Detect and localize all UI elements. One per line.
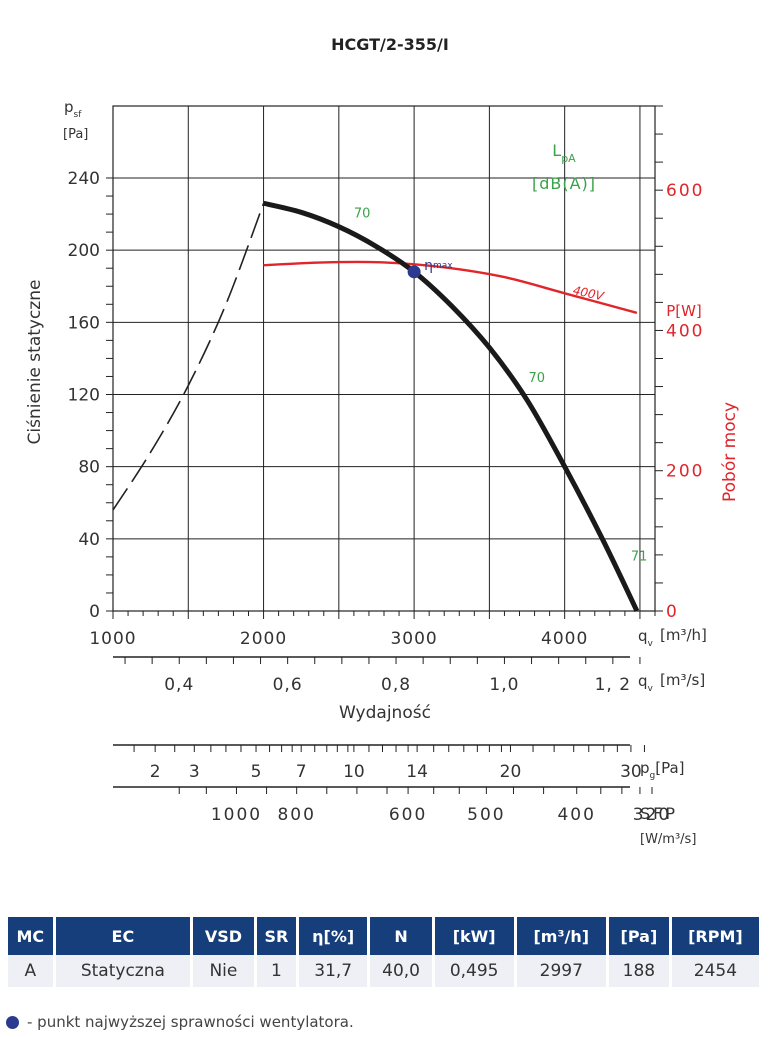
table-cell: 40,0 bbox=[368, 955, 435, 987]
x-tick-label: 2000 bbox=[240, 629, 287, 649]
x2-tick-label: 0,4 bbox=[164, 675, 194, 695]
x2-tick-label: 0,8 bbox=[381, 675, 411, 695]
x-axis-symbol: qv bbox=[638, 627, 654, 649]
y2-tick-label: 0 bbox=[666, 602, 679, 622]
y-tick-label: 200 bbox=[68, 241, 100, 261]
table-header-cell: EC bbox=[54, 917, 194, 955]
eta-max-point bbox=[407, 265, 421, 279]
pg-tick-label: 30 bbox=[620, 762, 642, 782]
table-header-cell: VSD bbox=[191, 917, 257, 955]
table-cell: 31,7 bbox=[297, 955, 371, 987]
sfp-tick-label: 1000 bbox=[211, 805, 262, 825]
grid bbox=[112, 105, 656, 612]
table-header-cell: [RPM] bbox=[670, 917, 759, 955]
pressure-curve-line bbox=[262, 200, 640, 613]
table-header-cell: N bbox=[368, 917, 435, 955]
pg-tick-label: 2 bbox=[150, 762, 161, 782]
system-curve-line bbox=[112, 203, 265, 511]
table-cell: 0,495 bbox=[433, 955, 517, 987]
table-header-cell: SR bbox=[255, 917, 300, 955]
pg-tick-label: 5 bbox=[251, 762, 262, 782]
power-curve-label: 400V bbox=[572, 283, 606, 303]
y2-axis-label: Pobór mocy bbox=[720, 402, 740, 502]
noise-label: 71 bbox=[631, 549, 648, 564]
noise-label: 70 bbox=[529, 371, 546, 386]
legend: - punkt najwyższej sprawności wentylator… bbox=[6, 1013, 354, 1031]
sfp-scale: 1000 800 600 500 400 320 bbox=[178, 787, 671, 825]
eta-max-dot-icon bbox=[6, 1015, 19, 1029]
x-tick-label: 1000 bbox=[89, 629, 136, 649]
y2-tick-label: 600 bbox=[666, 181, 704, 201]
y-tick-label: 240 bbox=[68, 169, 100, 189]
table-header-cell: [m³/h] bbox=[515, 917, 610, 955]
spec-table: MC EC VSD SR η[%] N [kW] [m³/h] [Pa] [RPM] A Staty… bbox=[8, 917, 759, 987]
lpa-unit: [dB(A)] bbox=[532, 174, 596, 193]
legend-text: - punkt najwyższej sprawności wentylator… bbox=[27, 1013, 354, 1031]
table-cell: 2997 bbox=[515, 955, 610, 987]
y-tick-label: 0 bbox=[89, 602, 100, 622]
x-tick-label: 4000 bbox=[541, 629, 588, 649]
pg-tick-label: 14 bbox=[406, 762, 428, 782]
table-cell: 188 bbox=[607, 955, 672, 987]
y-axis-label: Ciśnienie statyczne bbox=[25, 280, 45, 445]
x-axis-unit: [m³/h] bbox=[660, 626, 707, 644]
y-tick-label: 120 bbox=[68, 386, 100, 406]
sfp-tick-label: 800 bbox=[277, 805, 315, 825]
sfp-tick-label: 500 bbox=[467, 805, 505, 825]
x2-tick-label: 1,0 bbox=[489, 675, 519, 695]
power-curve-line bbox=[263, 260, 638, 315]
chart-title: HCGT/2-355/I bbox=[331, 35, 449, 54]
pg-tick-label: 3 bbox=[189, 762, 200, 782]
sfp-tick-label: 400 bbox=[557, 805, 595, 825]
x2-tick-label: 1, 2 bbox=[595, 675, 631, 695]
sfp-scale-unit: [W/m³/s] bbox=[640, 832, 696, 847]
table-header-cell: [Pa] bbox=[607, 917, 672, 955]
pg-scale: 2 3 5 7 10 14 20 30 bbox=[113, 744, 645, 788]
y2-axis-ticks: 0 200 400 600 bbox=[655, 105, 704, 622]
table-cell: 1 bbox=[255, 955, 300, 987]
sfp-tick-label: 320 bbox=[633, 805, 671, 825]
x2-axis: 0,4 0,6 0,8 1,0 1, 2 bbox=[113, 656, 641, 695]
table-header-cell: [kW] bbox=[433, 917, 517, 955]
table-header-cell: η[%] bbox=[297, 917, 371, 955]
y-axis-unit: [Pa] bbox=[63, 127, 88, 142]
x-axis-label: Wydajność bbox=[339, 703, 431, 723]
lpa-label: LpA bbox=[552, 141, 576, 165]
sfp-tick-label: 600 bbox=[389, 805, 427, 825]
y2-tick-label: 400 bbox=[666, 321, 704, 341]
y-tick-label: 40 bbox=[78, 530, 100, 550]
eta-max-label: ηmax bbox=[424, 258, 453, 274]
table-cell: 2454 bbox=[670, 955, 759, 987]
table-cell: Nie bbox=[191, 955, 257, 987]
spec-table-row: A Statyczna Nie 1 31,7 40,0 0,495 2997 188 2454 bbox=[8, 955, 759, 987]
noise-label: 70 bbox=[354, 207, 371, 222]
noise-labels: 70 70 71 bbox=[354, 207, 648, 565]
x-axis-ticks: 1000 2000 3000 4000 bbox=[89, 611, 656, 649]
spec-table-header: MC EC VSD SR η[%] N [kW] [m³/h] [Pa] [RPM] bbox=[8, 917, 759, 955]
y2-tick-label: 200 bbox=[666, 462, 704, 482]
y-axis-ticks: 0 40 80 120 160 200 240 bbox=[68, 169, 113, 622]
table-cell: Statyczna bbox=[54, 955, 194, 987]
y-tick-label: 160 bbox=[68, 313, 100, 333]
y2-axis-unit: P[W] bbox=[666, 302, 702, 320]
pg-scale-unit: pg[Pa] bbox=[640, 759, 685, 781]
x2-tick-label: 0,6 bbox=[273, 675, 303, 695]
pg-tick-label: 20 bbox=[500, 762, 522, 782]
y-axis-symbol: psf bbox=[64, 98, 82, 120]
pg-tick-label: 10 bbox=[343, 762, 365, 782]
table-cell: A bbox=[8, 955, 56, 987]
sfp-scale-label: SFP bbox=[640, 804, 678, 823]
table-header-cell: MC bbox=[8, 917, 56, 955]
x-tick-label: 3000 bbox=[390, 629, 437, 649]
x2-axis-symbol: qv bbox=[638, 672, 654, 694]
y-tick-label: 80 bbox=[78, 458, 100, 478]
pg-tick-label: 7 bbox=[296, 762, 307, 782]
x2-axis-unit: [m³/s] bbox=[660, 671, 705, 689]
